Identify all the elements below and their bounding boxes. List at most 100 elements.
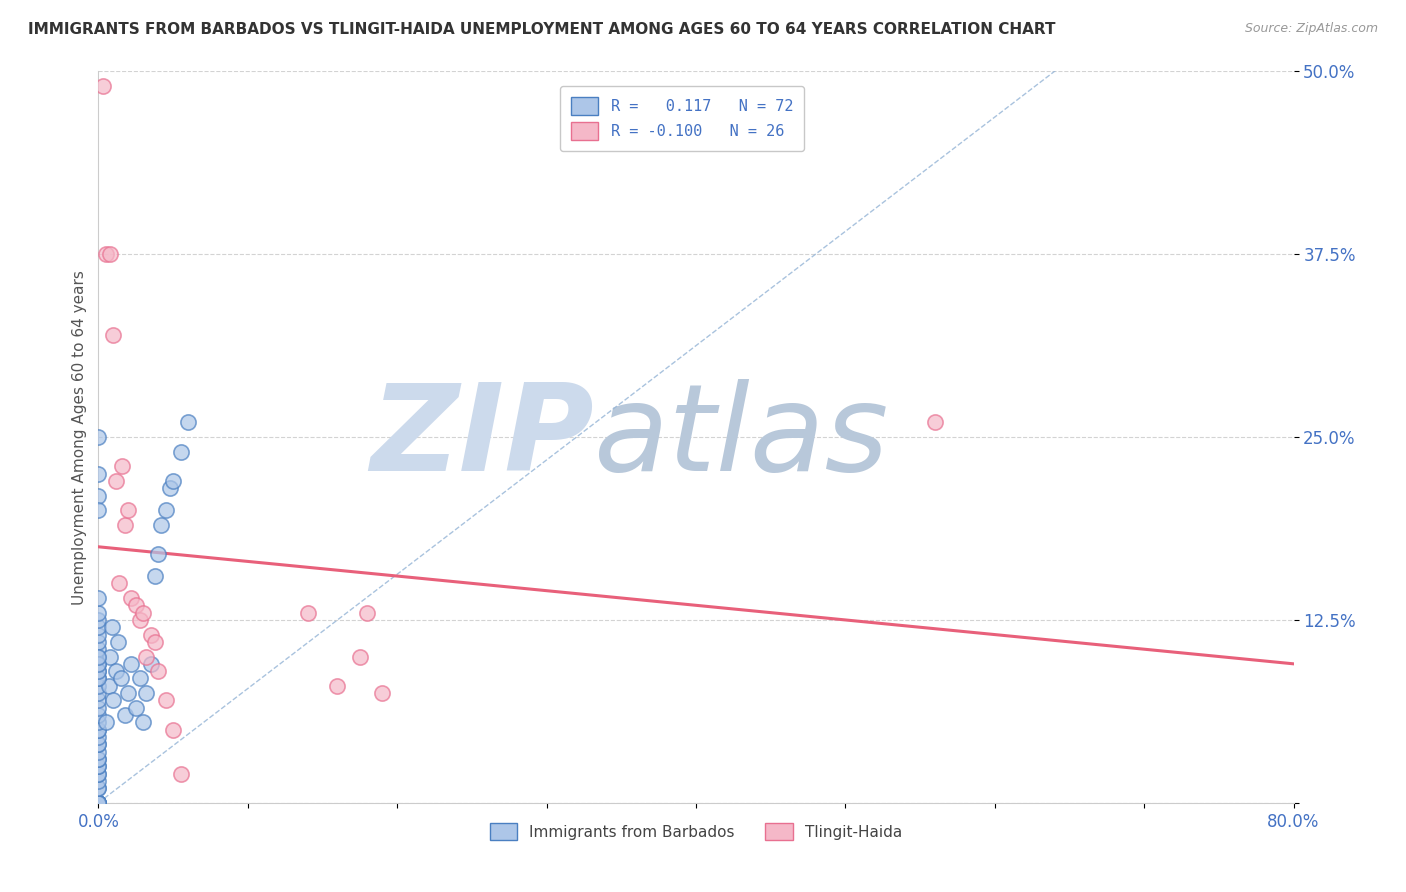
Point [111,459,134,474]
Point [87,796,110,810]
Point [87,723,110,737]
Point [139,627,162,641]
Point [139,657,162,671]
Point [87,664,110,678]
Point [148,664,170,678]
Point [162,723,184,737]
Point [87,620,110,634]
Point [87,766,110,780]
Point [87,737,110,751]
Point [129,613,152,627]
Point [87,708,110,723]
Point [87,627,110,641]
Point [87,591,110,605]
Legend: Immigrants from Barbados, Tlingit-Haida: Immigrants from Barbados, Tlingit-Haida [484,816,908,847]
Point [132,606,155,620]
Point [135,649,157,664]
Point [87,613,110,627]
Point [326,679,349,693]
Text: ZIP: ZIP [371,378,595,496]
Point [98,247,122,261]
Point [91,78,114,93]
Point [114,517,136,532]
Point [87,796,110,810]
Point [114,708,136,723]
Point [125,700,148,714]
Point [356,606,378,620]
Point [169,444,191,458]
Point [94,715,117,730]
Point [105,474,128,488]
Point [87,752,110,766]
Point [87,796,110,810]
Point [87,773,110,788]
Point [87,737,110,751]
Point [87,796,110,810]
Point [101,620,124,634]
Point [87,759,110,773]
Point [125,599,148,613]
Point [107,635,129,649]
Point [169,766,191,780]
Point [159,481,181,495]
Point [110,672,132,686]
Point [87,796,110,810]
Point [87,672,110,686]
Point [87,664,110,678]
Point [87,700,110,714]
Point [87,467,110,481]
Point [87,649,110,664]
Point [150,517,173,532]
Point [87,752,110,766]
Text: Source: ZipAtlas.com: Source: ZipAtlas.com [1244,22,1378,36]
Point [103,327,125,342]
Point [132,715,155,730]
Point [87,715,110,730]
Point [87,606,110,620]
Point [87,723,110,737]
Text: atlas: atlas [595,378,890,496]
Point [297,606,319,620]
Point [87,649,110,664]
Point [87,766,110,780]
Point [135,686,157,700]
Point [103,693,125,707]
Point [87,642,110,657]
Y-axis label: Unemployment Among Ages 60 to 64 years: Unemployment Among Ages 60 to 64 years [72,269,87,605]
Point [155,503,177,517]
Point [148,547,170,561]
Point [108,576,131,591]
Point [924,416,946,430]
Point [371,686,394,700]
Point [87,796,110,810]
Point [129,672,152,686]
Point [87,686,110,700]
Point [87,781,110,796]
Point [87,672,110,686]
Point [98,649,122,664]
Point [97,679,120,693]
Point [87,503,110,517]
Point [155,693,177,707]
Point [87,781,110,796]
Point [117,503,139,517]
Point [87,730,110,744]
Point [87,489,110,503]
Point [87,635,110,649]
Point [87,657,110,671]
Text: IMMIGRANTS FROM BARBADOS VS TLINGIT-HAIDA UNEMPLOYMENT AMONG AGES 60 TO 64 YEARS: IMMIGRANTS FROM BARBADOS VS TLINGIT-HAID… [28,22,1056,37]
Point [143,635,166,649]
Point [120,591,142,605]
Point [87,430,110,444]
Point [87,796,110,810]
Point [117,686,139,700]
Point [87,679,110,693]
Point [105,664,128,678]
Point [87,657,110,671]
Point [120,657,142,671]
Point [87,745,110,759]
Point [143,569,166,583]
Point [94,247,117,261]
Point [87,693,110,707]
Point [349,649,371,664]
